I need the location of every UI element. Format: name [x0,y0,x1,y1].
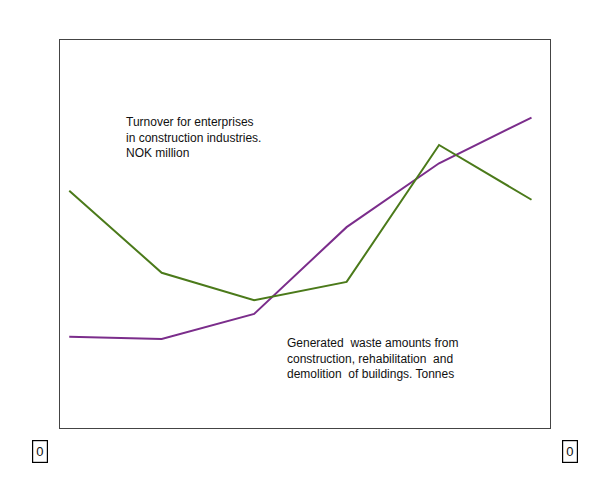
svg-text:Turnover for enterprisesin con: Turnover for enterprisesin construction … [126,115,261,160]
svg-text:Generated waste amounts fromc: Generated waste amounts fromconstruction… [287,336,458,381]
svg-text:0: 0 [566,444,573,459]
svg-text:0: 0 [36,444,43,459]
